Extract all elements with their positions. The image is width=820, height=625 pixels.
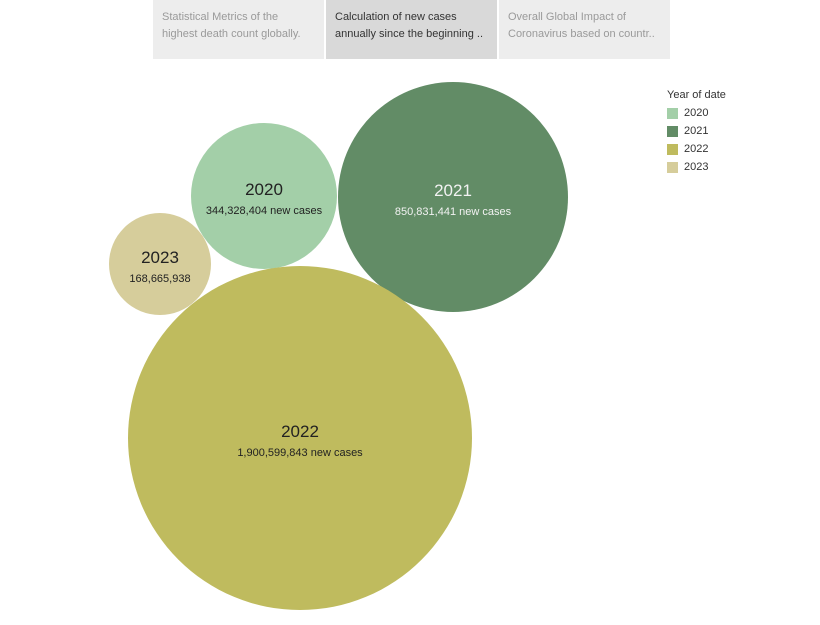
bubble-year-label: 2021 bbox=[434, 181, 472, 200]
bubble-year-label: 2023 bbox=[141, 248, 179, 267]
legend-label: 2021 bbox=[684, 125, 709, 137]
bubble-circle[interactable] bbox=[338, 82, 568, 312]
legend-swatch bbox=[667, 107, 678, 119]
legend-swatch bbox=[667, 143, 678, 155]
bubble-2023[interactable]: 2023 168,665,938 bbox=[109, 213, 211, 315]
legend-label: 2023 bbox=[684, 161, 709, 173]
bubble-circle[interactable] bbox=[128, 266, 472, 610]
legend-item-2023[interactable]: 2023 bbox=[667, 158, 726, 176]
bubble-value-label: 1,900,599,843 new cases bbox=[237, 447, 363, 459]
tab-label-line1: Overall Global Impact of bbox=[508, 11, 626, 23]
tab-label-line1: Calculation of new cases bbox=[335, 11, 457, 23]
bubble-2021[interactable]: 2021 850,831,441 new cases bbox=[338, 82, 568, 312]
legend: Year of date 2020 2021 2022 2023 bbox=[667, 89, 726, 176]
bubble-year-label: 2022 bbox=[281, 422, 319, 441]
tab-global-impact[interactable]: Overall Global Impact of Coronavirus bas… bbox=[499, 0, 670, 59]
story-tabs: Statistical Metrics of the highest death… bbox=[153, 0, 670, 59]
bubble-value-label: 850,831,441 new cases bbox=[395, 206, 512, 218]
tab-label-line2: annually since the beginning .. bbox=[335, 28, 483, 40]
legend-item-2021[interactable]: 2021 bbox=[667, 122, 726, 140]
tab-label-line1: Statistical Metrics of the bbox=[162, 11, 279, 23]
bubble-circle[interactable] bbox=[191, 123, 337, 269]
bubble-year-label: 2020 bbox=[245, 180, 283, 199]
legend-swatch bbox=[667, 125, 678, 137]
tab-death-metrics[interactable]: Statistical Metrics of the highest death… bbox=[153, 0, 324, 59]
legend-label: 2022 bbox=[684, 143, 709, 155]
legend-item-2022[interactable]: 2022 bbox=[667, 140, 726, 158]
tab-new-cases[interactable]: Calculation of new cases annually since … bbox=[326, 0, 497, 59]
legend-title: Year of date bbox=[667, 89, 726, 101]
bubble-value-label: 168,665,938 bbox=[129, 273, 190, 285]
bubble-2022[interactable]: 2022 1,900,599,843 new cases bbox=[128, 266, 472, 610]
tab-label-line2: highest death count globally. bbox=[162, 28, 301, 40]
bubble-2020[interactable]: 2020 344,328,404 new cases bbox=[191, 123, 337, 269]
bubble-circle[interactable] bbox=[109, 213, 211, 315]
legend-label: 2020 bbox=[684, 107, 709, 119]
legend-item-2020[interactable]: 2020 bbox=[667, 104, 726, 122]
legend-swatch bbox=[667, 161, 678, 173]
bubble-value-label: 344,328,404 new cases bbox=[206, 205, 323, 217]
tab-label-line2: Coronavirus based on countr.. bbox=[508, 28, 655, 40]
